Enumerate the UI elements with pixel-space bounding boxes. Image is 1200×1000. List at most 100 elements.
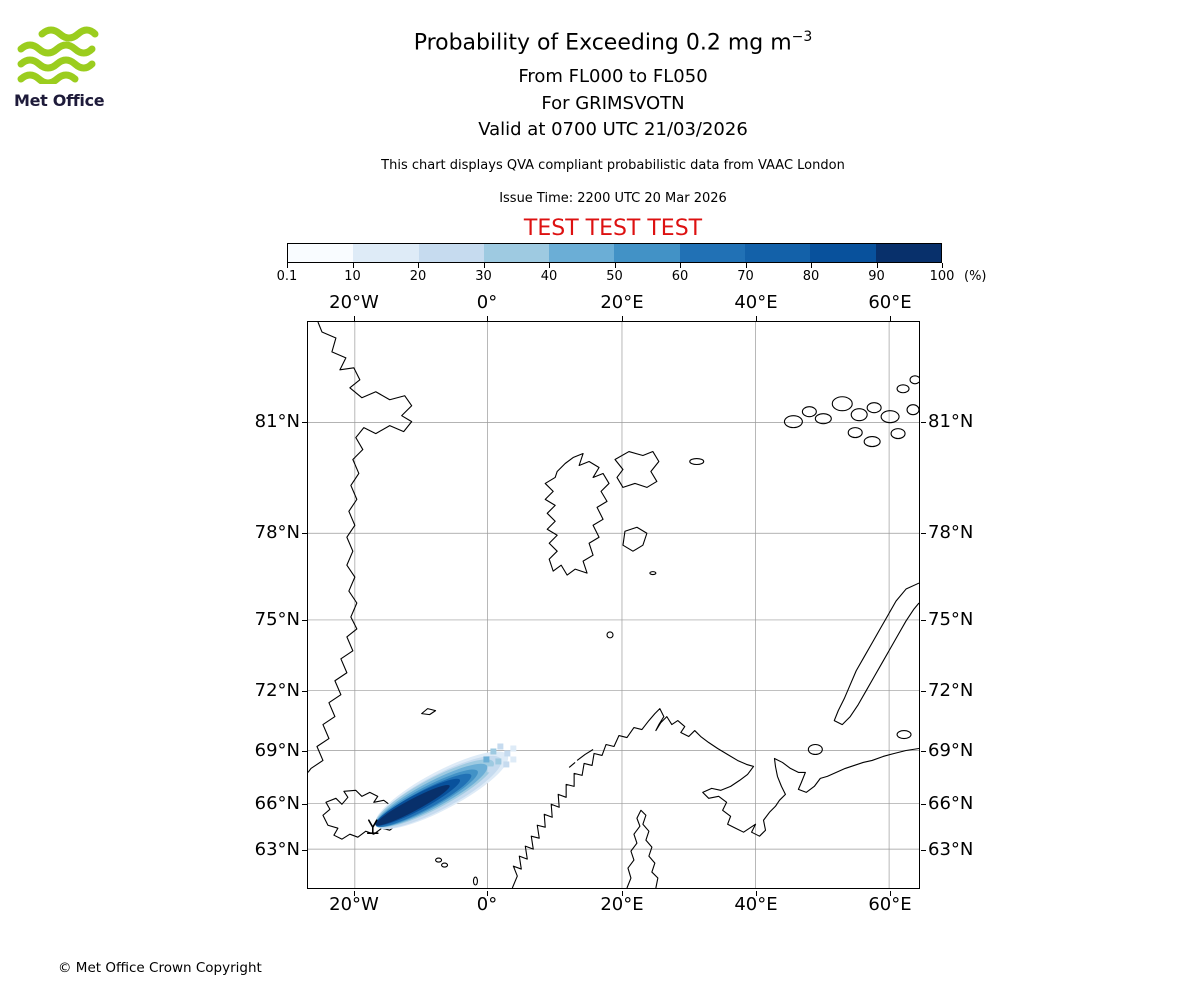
map-axis-tick — [920, 620, 926, 621]
lat-label-right-72n: 72°N — [928, 680, 974, 701]
lat-label-left-72n: 72°N — [254, 680, 300, 701]
colorbar-segment — [353, 244, 419, 262]
ash-plume-cell — [497, 743, 504, 750]
colorbar-tick — [680, 263, 681, 268]
map-axis-tick — [487, 890, 488, 896]
page-title: Probability of Exceeding 0.2 mg m−3 — [26, 29, 1200, 55]
colorbar-tick — [745, 263, 747, 268]
map-axis-tick — [920, 691, 926, 692]
lon-label-top-20w: 20°W — [329, 292, 379, 313]
ash-plume-cell — [504, 750, 511, 757]
coastline-scandinavia-russia — [511, 708, 919, 888]
colorbar-segment — [810, 244, 876, 262]
colorbar-segment — [288, 244, 354, 262]
lat-label-left-69n: 69°N — [254, 740, 300, 761]
page-title-text: Probability of Exceeding 0.2 mg m — [413, 30, 792, 56]
colorbar-tick — [483, 263, 485, 268]
colorbar-tick — [614, 263, 616, 268]
map-axis-tick — [890, 316, 891, 321]
map — [307, 321, 920, 889]
title-superscript: −3 — [791, 29, 813, 45]
logo-wave — [17, 56, 96, 72]
colorbar: (%) 0.1 10 20 30 40 50 60 70 80 90 100 — [277, 243, 987, 291]
colorbar-segments — [287, 243, 942, 263]
colorbar-segment — [418, 244, 484, 262]
lat-label-left-81n: 81°N — [254, 411, 300, 432]
colorbar-tick-label: 20 — [409, 269, 427, 284]
colorbar-segment — [483, 244, 550, 262]
lon-label-bottom-20e: 20°E — [600, 894, 644, 915]
coastline-novaya-zemlya — [833, 582, 919, 726]
ash-plume-cell — [495, 758, 502, 765]
islands-faroe-2 — [441, 862, 449, 868]
logo-wave — [17, 71, 79, 87]
map-axis-tick — [354, 890, 355, 896]
island-vaygach — [896, 730, 912, 740]
copyright-text: © Met Office Crown Copyright — [58, 960, 262, 976]
islands-lofoten — [568, 749, 594, 768]
ash-plume-cell — [510, 756, 517, 763]
colorbar-segment — [549, 244, 615, 262]
ash-plume-cell — [510, 745, 517, 752]
colorbar-tick-label: 10 — [344, 269, 361, 284]
lon-label-bottom-40e: 40°E — [734, 894, 778, 915]
map-axis-tick — [756, 316, 757, 321]
lat-label-right-75n: 75°N — [928, 609, 974, 630]
map-axis-tick — [302, 691, 307, 692]
volcano-icon — [367, 819, 379, 834]
colorbar-segment — [679, 244, 746, 262]
lon-label-bottom-60e: 60°E — [868, 894, 912, 915]
island-hopen — [649, 571, 657, 576]
ash-plume-cell — [490, 748, 497, 755]
colorbar-tick-label: 50 — [606, 269, 623, 284]
colorbar-tick — [811, 263, 812, 268]
map-axis-tick — [302, 422, 307, 423]
colorbar-tick-label: 70 — [737, 269, 754, 284]
coastline-nordaustlandet — [614, 450, 660, 488]
coastline-gulf-of-bothnia — [626, 809, 659, 888]
map-canvas — [308, 322, 919, 888]
subtitle-flight-levels: From FL000 to FL050 — [518, 66, 708, 88]
map-axis-tick — [920, 850, 926, 851]
colorbar-tick — [549, 263, 550, 268]
map-axis-tick — [622, 316, 623, 321]
colorbar-tick-label: 80 — [802, 269, 820, 284]
logo-waves-icon — [17, 26, 99, 87]
map-axis-tick — [302, 533, 307, 534]
met-office-logo: Met Office — [14, 26, 124, 110]
map-axis-tick — [622, 890, 623, 896]
island-kolguyev — [807, 743, 823, 756]
lat-label-right-81n: 81°N — [928, 411, 974, 432]
island-shetland — [472, 876, 478, 886]
lon-label-top-40e: 40°E — [734, 292, 778, 313]
coastline-spitsbergen — [544, 452, 610, 576]
map-axis-tick — [890, 890, 891, 896]
chart-description: This chart displays QVA compliant probab… — [381, 158, 845, 173]
map-axis-tick — [302, 850, 307, 851]
colorbar-segment — [745, 244, 811, 262]
lat-label-left-75n: 75°N — [254, 609, 300, 630]
title-block: Probability of Exceeding 0.2 mg m−3 From… — [26, 29, 1200, 144]
coastline-edgeoya — [622, 526, 648, 552]
graticule — [308, 322, 919, 888]
lat-label-right-63n: 63°N — [928, 839, 974, 860]
colorbar-tick — [942, 263, 943, 268]
islands-franz-josef-land — [783, 375, 919, 448]
colorbar-tick — [287, 263, 288, 268]
lat-label-left-78n: 78°N — [254, 522, 300, 543]
lat-label-left-63n: 63°N — [254, 839, 300, 860]
test-banner: TEST TEST TEST — [523, 216, 703, 241]
ash-plume-cell — [503, 761, 510, 768]
lat-label-right-69n: 69°N — [928, 740, 974, 761]
logo-wave — [17, 41, 96, 57]
map-axis-tick — [920, 422, 926, 423]
logo-wave — [38, 26, 99, 42]
lat-label-right-66n: 66°N — [928, 793, 974, 814]
colorbar-tick — [876, 263, 878, 268]
map-axis-tick — [487, 316, 488, 321]
colorbar-tick-label: 90 — [868, 269, 885, 284]
issue-time: Issue Time: 2200 UTC 20 Mar 2026 — [499, 191, 727, 206]
map-axis-tick — [920, 751, 926, 752]
map-axis-tick — [302, 620, 307, 621]
colorbar-unit: (%) — [964, 269, 987, 284]
